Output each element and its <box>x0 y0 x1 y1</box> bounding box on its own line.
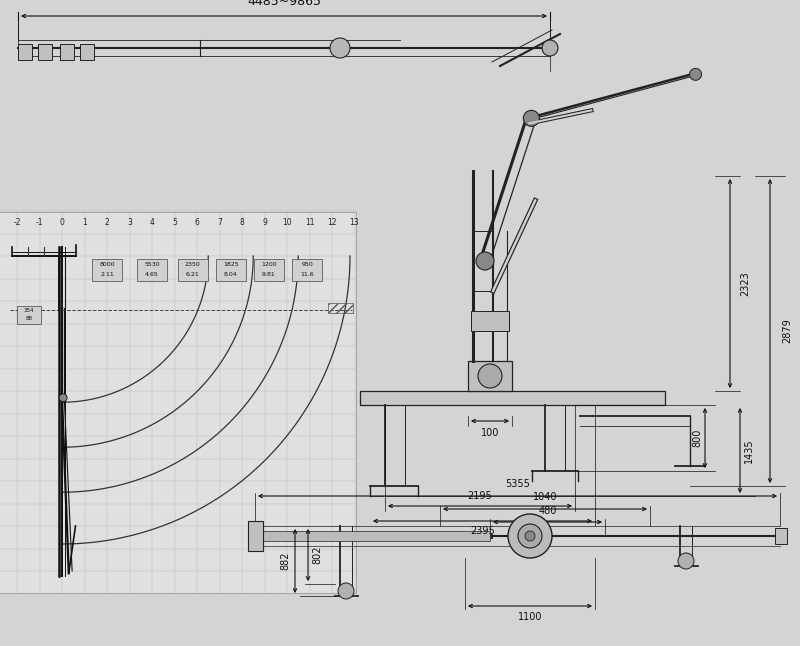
Text: 1435: 1435 <box>744 438 754 463</box>
Text: 10: 10 <box>282 218 292 227</box>
Text: 8000: 8000 <box>99 262 114 267</box>
Circle shape <box>523 110 539 127</box>
Text: 802: 802 <box>312 546 322 564</box>
Text: 11: 11 <box>305 218 314 227</box>
Bar <box>292 259 322 281</box>
Text: 6: 6 <box>194 218 199 227</box>
Bar <box>360 391 665 405</box>
Text: 3: 3 <box>127 218 132 227</box>
Bar <box>60 44 74 60</box>
Text: 9.81: 9.81 <box>262 273 276 277</box>
Text: 800: 800 <box>692 429 702 447</box>
Bar <box>248 521 263 551</box>
Bar <box>254 259 284 281</box>
Text: 100: 100 <box>481 428 499 438</box>
Circle shape <box>525 531 535 541</box>
Circle shape <box>542 40 558 56</box>
Text: 4.65: 4.65 <box>145 273 159 277</box>
Circle shape <box>59 394 67 402</box>
Text: 5530: 5530 <box>144 262 160 267</box>
Bar <box>255 531 490 541</box>
Text: 1040: 1040 <box>533 492 558 502</box>
Text: 0: 0 <box>59 218 65 227</box>
Bar <box>137 259 167 281</box>
Text: -1: -1 <box>36 218 43 227</box>
Circle shape <box>690 68 702 80</box>
Bar <box>80 44 94 60</box>
Text: 1200: 1200 <box>261 262 277 267</box>
Text: 13: 13 <box>350 218 359 227</box>
Text: 5355: 5355 <box>505 479 530 489</box>
Circle shape <box>478 364 502 388</box>
Text: 2195: 2195 <box>468 491 492 501</box>
Text: 2395: 2395 <box>470 526 495 536</box>
Bar <box>775 528 787 544</box>
Text: 4: 4 <box>150 218 154 227</box>
Text: 8.04: 8.04 <box>224 273 238 277</box>
Circle shape <box>508 514 552 558</box>
Text: 882: 882 <box>280 552 290 570</box>
Bar <box>178 259 207 281</box>
Text: 1100: 1100 <box>518 612 542 622</box>
Text: 7: 7 <box>217 218 222 227</box>
Bar <box>471 311 509 331</box>
Text: 1825: 1825 <box>223 262 238 267</box>
Circle shape <box>476 252 494 270</box>
Text: 9: 9 <box>262 218 267 227</box>
Text: 2323: 2323 <box>740 271 750 296</box>
Text: 88: 88 <box>26 316 33 321</box>
Text: -2: -2 <box>14 218 21 227</box>
Bar <box>327 304 353 313</box>
Text: 8: 8 <box>240 218 244 227</box>
Circle shape <box>330 38 350 58</box>
Bar <box>468 361 512 391</box>
Circle shape <box>338 583 354 599</box>
Text: 2: 2 <box>105 218 110 227</box>
Bar <box>216 259 246 281</box>
Text: 480: 480 <box>538 506 557 516</box>
Circle shape <box>678 553 694 569</box>
Circle shape <box>518 524 542 548</box>
Text: 2350: 2350 <box>185 262 200 267</box>
Bar <box>17 306 41 324</box>
Text: 4485~9865: 4485~9865 <box>247 0 321 8</box>
Text: 2879: 2879 <box>782 318 792 344</box>
Text: 950: 950 <box>302 262 313 267</box>
Text: 354: 354 <box>24 308 34 313</box>
Bar <box>18 44 32 60</box>
Bar <box>0 212 355 592</box>
Text: 12: 12 <box>327 218 337 227</box>
Bar <box>38 44 52 60</box>
Text: 11.6: 11.6 <box>301 273 314 277</box>
Text: 5: 5 <box>172 218 177 227</box>
Bar <box>92 259 122 281</box>
Text: 6.21: 6.21 <box>186 273 199 277</box>
Text: 1: 1 <box>82 218 87 227</box>
Text: 2.11: 2.11 <box>100 273 114 277</box>
